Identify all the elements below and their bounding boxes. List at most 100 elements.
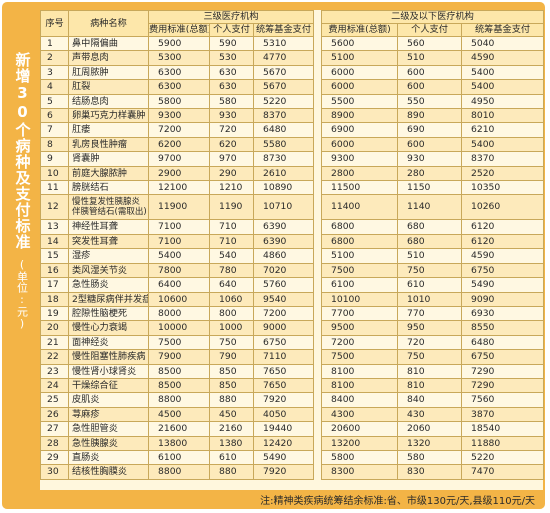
row-personal-tier3: 630 bbox=[209, 64, 254, 81]
row-personal-tier2: 830 bbox=[397, 464, 463, 480]
col-fund-header: 统筹基金支付 bbox=[252, 23, 315, 37]
row-fee-tier3: 10000 bbox=[148, 320, 210, 336]
row-fund-tier3: 7920 bbox=[252, 464, 315, 480]
column-gap bbox=[313, 36, 322, 51]
table-row: 17 急性肠炎 6400 640 5760 6100 610 5490 bbox=[40, 277, 545, 293]
row-fund-tier2: 6210 bbox=[461, 122, 545, 138]
column-gap bbox=[313, 320, 322, 336]
column-gap bbox=[313, 137, 322, 152]
row-personal-tier2: 680 bbox=[397, 233, 463, 250]
table-row: 9 肾囊肿 9700 970 8730 9300 930 8370 bbox=[40, 151, 545, 167]
row-fund-tier2: 4590 bbox=[461, 248, 545, 264]
row-fund-tier3: 5580 bbox=[252, 136, 315, 153]
row-personal-tier2: 1010 bbox=[397, 291, 463, 307]
row-fund-tier2: 7290 bbox=[461, 377, 545, 394]
table-row: 1 鼻中隔偏曲 5900 590 5310 5600 560 5040 bbox=[40, 35, 545, 52]
row-fund-tier2: 8370 bbox=[461, 151, 545, 167]
table-row: 19 腔隙性脑梗死 8000 800 7200 7700 770 6930 bbox=[40, 305, 545, 322]
column-gap bbox=[313, 450, 322, 465]
table-body: 1 鼻中隔偏曲 5900 590 5310 5600 560 5040 2 声带息肉 5300 530… bbox=[40, 35, 545, 480]
col-seq-header: 序号 bbox=[40, 10, 69, 37]
row-personal-tier3: 800 bbox=[209, 305, 254, 322]
row-personal-tier3: 640 bbox=[209, 277, 254, 293]
table-row: 21 面神经炎 7500 750 6750 7200 720 6480 bbox=[40, 334, 545, 351]
table-row: 28 急性胰腺炎 13800 1380 12420 13200 1320 11880 bbox=[40, 435, 545, 451]
row-personal-tier2: 890 bbox=[397, 108, 463, 124]
row-personal-tier2: 600 bbox=[397, 136, 463, 153]
row-fee-tier3: 6200 bbox=[148, 136, 210, 153]
row-fund-tier3: 6480 bbox=[252, 122, 315, 138]
table-row: 30 结核性胸膜炎 8800 880 7920 8300 830 7470 bbox=[40, 464, 545, 480]
row-fee-tier2: 6000 bbox=[321, 79, 399, 95]
row-disease-name: 鼻中隔偏曲 bbox=[68, 35, 149, 52]
row-personal-tier2: 680 bbox=[397, 219, 463, 235]
row-seq: 9 bbox=[40, 151, 69, 167]
row-seq: 3 bbox=[40, 64, 69, 81]
row-fund-tier2: 2520 bbox=[461, 165, 545, 182]
table-row: 29 直肠炎 6100 610 5490 5800 580 5220 bbox=[40, 449, 545, 466]
row-seq: 5 bbox=[40, 93, 69, 110]
row-fee-tier2: 5500 bbox=[321, 93, 399, 110]
row-disease-name: 神经性耳聋 bbox=[68, 219, 149, 235]
row-disease-name: 干燥综合征 bbox=[68, 377, 149, 394]
row-personal-tier2: 280 bbox=[397, 165, 463, 182]
row-personal-tier3: 630 bbox=[209, 79, 254, 95]
row-personal-tier2: 810 bbox=[397, 377, 463, 394]
row-personal-tier2: 550 bbox=[397, 93, 463, 110]
row-fee-tier2: 13200 bbox=[321, 435, 399, 451]
payment-standard-table: 序号 病种名称 三级医疗机构 二级及以下医疗机构 费用标准(总额) 个人支付 统… bbox=[40, 10, 545, 480]
row-fund-tier2: 6480 bbox=[461, 334, 545, 351]
row-fund-tier2: 5400 bbox=[461, 64, 545, 81]
row-fee-tier3: 12100 bbox=[148, 180, 210, 196]
row-seq: 14 bbox=[40, 233, 69, 250]
row-disease-name: 肛瘘 bbox=[68, 122, 149, 138]
row-personal-tier3: 850 bbox=[209, 363, 254, 379]
row-fee-tier2: 6800 bbox=[321, 233, 399, 250]
row-fee-tier3: 6400 bbox=[148, 277, 210, 293]
row-personal-tier2: 560 bbox=[397, 35, 463, 52]
row-fee-tier3: 6100 bbox=[148, 449, 210, 466]
row-personal-tier3: 2160 bbox=[209, 421, 254, 437]
row-seq: 27 bbox=[40, 421, 69, 437]
row-fund-tier3: 5310 bbox=[252, 35, 315, 52]
row-fund-tier3: 7200 bbox=[252, 305, 315, 322]
row-fund-tier3: 8370 bbox=[252, 108, 315, 124]
row-fund-tier2: 5400 bbox=[461, 136, 545, 153]
row-personal-tier2: 1150 bbox=[397, 180, 463, 196]
row-fund-tier2: 6120 bbox=[461, 233, 545, 250]
row-disease-name: 面神经炎 bbox=[68, 334, 149, 351]
row-fund-tier3: 5220 bbox=[252, 93, 315, 110]
row-personal-tier3: 710 bbox=[209, 233, 254, 250]
row-seq: 15 bbox=[40, 248, 69, 264]
column-gap bbox=[313, 180, 322, 195]
row-fee-tier2: 7700 bbox=[321, 305, 399, 322]
row-fee-tier3: 6300 bbox=[148, 64, 210, 81]
row-seq: 19 bbox=[40, 305, 69, 322]
row-personal-tier2: 600 bbox=[397, 64, 463, 81]
table-row: 4 肛裂 6300 630 5670 6000 600 5400 bbox=[40, 79, 545, 95]
row-seq: 23 bbox=[40, 363, 69, 379]
row-disease-name: 膀胱结石 bbox=[68, 180, 149, 196]
row-disease-name: 皮肌炎 bbox=[68, 392, 149, 408]
row-personal-tier2: 750 bbox=[397, 349, 463, 365]
table-row: 20 慢性心力衰竭 10000 1000 9000 9500 950 8550 bbox=[40, 320, 545, 336]
row-fund-tier2: 4590 bbox=[461, 50, 545, 66]
column-gap bbox=[313, 306, 322, 321]
row-personal-tier2: 720 bbox=[397, 334, 463, 351]
table-row: 11 膀胱结石 12100 1210 10890 11500 1150 10350 bbox=[40, 180, 545, 196]
row-personal-tier2: 1320 bbox=[397, 435, 463, 451]
row-fund-tier2: 8550 bbox=[461, 320, 545, 336]
row-fee-tier2: 5100 bbox=[321, 50, 399, 66]
table-row: 14 突发性耳聋 7100 710 6390 6800 680 6120 bbox=[40, 233, 545, 250]
row-personal-tier3: 590 bbox=[209, 35, 254, 52]
row-fund-tier2: 18540 bbox=[461, 421, 545, 437]
table-row: 25 皮肌炎 8800 880 7920 8400 840 7560 bbox=[40, 392, 545, 408]
column-gap bbox=[313, 79, 322, 95]
row-fund-tier3: 9540 bbox=[252, 291, 315, 307]
row-disease-name: 声带息肉 bbox=[68, 50, 149, 66]
side-caption: 新增30个病种及支付标准 (单位:元) bbox=[8, 52, 36, 492]
table-frame: 新增30个病种及支付标准 (单位:元) 序号 病种名称 三级医疗机构 二级及以下… bbox=[2, 2, 545, 509]
row-personal-tier2: 610 bbox=[397, 277, 463, 293]
row-fee-tier3: 7900 bbox=[148, 349, 210, 365]
row-personal-tier2: 1140 bbox=[397, 194, 463, 221]
